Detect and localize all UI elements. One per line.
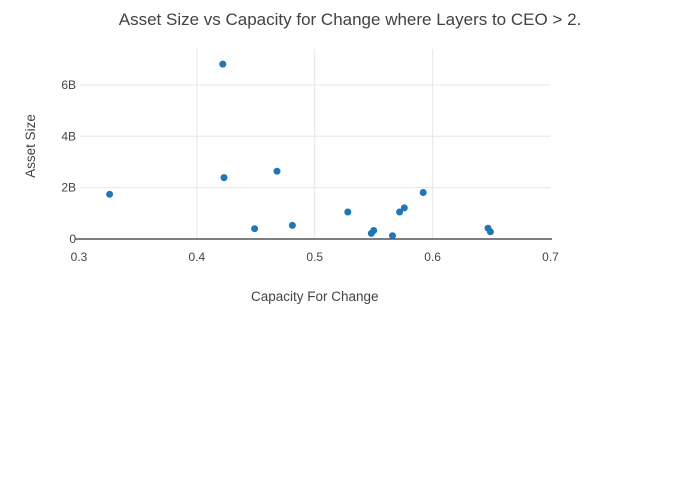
scatter-point[interactable] <box>344 208 352 216</box>
scatter-point[interactable] <box>288 221 296 229</box>
x-axis-title: Capacity For Change <box>251 289 379 304</box>
x-tick-label: 0.3 <box>71 250 88 264</box>
scatter-point[interactable] <box>396 208 404 216</box>
scatter-point[interactable] <box>419 189 427 196</box>
x-tick-label: 0.5 <box>306 250 323 264</box>
scatter-point[interactable] <box>273 167 281 175</box>
scatter-point[interactable] <box>400 204 408 212</box>
gridlines <box>80 49 551 239</box>
y-tick-label: 0 <box>69 232 76 246</box>
scatter-point[interactable] <box>251 225 259 233</box>
chart-title: Asset Size vs Capacity for Change where … <box>119 10 582 29</box>
y-tick-label: 4B <box>61 129 76 143</box>
y-tick-label: 2B <box>61 181 76 195</box>
scatter-point[interactable] <box>486 228 494 236</box>
scatter-point[interactable] <box>219 60 227 68</box>
scatter-point[interactable] <box>389 232 396 240</box>
x-tick-label: 0.7 <box>542 250 559 264</box>
y-axis-title: Asset Size <box>23 114 38 178</box>
scatter-point[interactable] <box>106 190 114 198</box>
scatter-point[interactable] <box>220 174 228 182</box>
y-tick-label: 6B <box>61 78 76 92</box>
scatter-point[interactable] <box>370 227 378 234</box>
x-tick-labels: 0.3 0.4 0.5 0.6 0.7 <box>71 250 560 264</box>
y-tick-labels: 0 2B 4B 6B <box>61 78 76 246</box>
x-tick-label: 0.4 <box>189 250 206 264</box>
scatter-points <box>106 60 494 240</box>
x-tick-label: 0.6 <box>424 250 441 264</box>
